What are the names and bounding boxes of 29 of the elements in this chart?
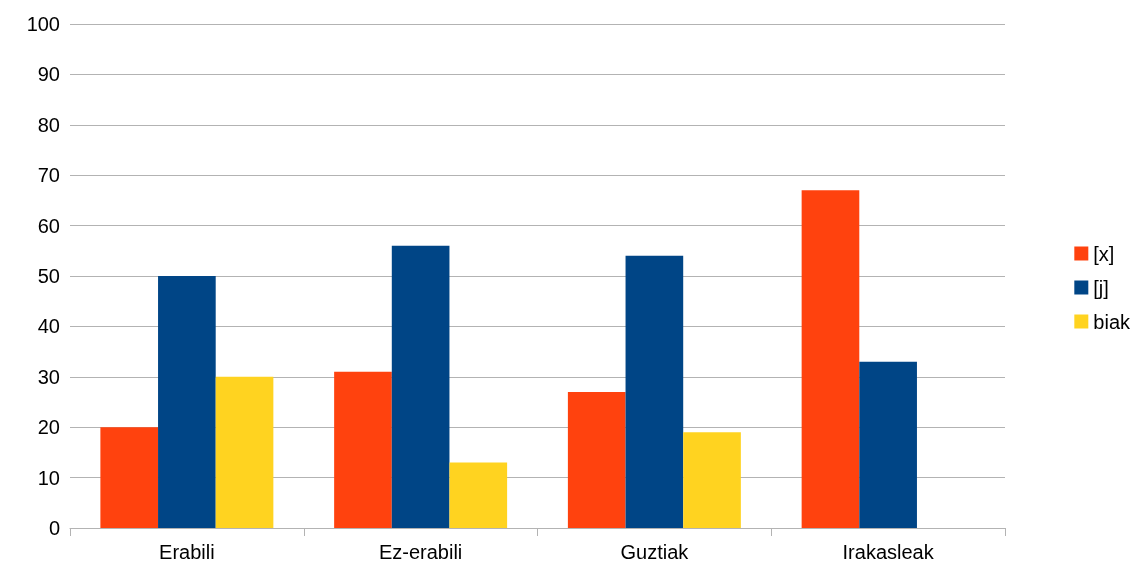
y-tick-label: 50 — [37, 265, 60, 287]
bar — [100, 427, 159, 528]
bar — [158, 276, 216, 528]
bar — [859, 361, 917, 528]
legend-label: [j] — [1093, 276, 1109, 299]
y-tick-label: 40 — [37, 315, 60, 338]
x-tick-label: Ez-erabili — [378, 541, 463, 563]
y-tick-label: 70 — [37, 164, 60, 187]
bar — [801, 190, 860, 528]
bar — [449, 462, 508, 528]
bar — [567, 391, 626, 528]
bar — [215, 376, 274, 528]
x-tick-label: Guztiak — [620, 541, 690, 563]
y-tick-label: 10 — [37, 466, 60, 489]
bar — [683, 432, 741, 528]
y-tick-label: 60 — [37, 214, 60, 237]
y-tick-label: 0 — [48, 517, 60, 539]
x-tick-label: Irakasleak — [842, 541, 935, 563]
y-tick-label: 30 — [37, 365, 60, 388]
y-tick-label: 20 — [37, 416, 60, 439]
y-tick-label: 80 — [37, 113, 60, 136]
x-tick-label: Erabili — [159, 541, 215, 563]
bar — [391, 245, 450, 528]
y-tick-label: 100 — [26, 13, 60, 35]
legend-label: biak — [1093, 310, 1131, 333]
bar — [334, 371, 392, 528]
y-tick-label: 90 — [37, 63, 60, 86]
legend-label: [x] — [1093, 242, 1115, 265]
bar — [625, 255, 684, 528]
